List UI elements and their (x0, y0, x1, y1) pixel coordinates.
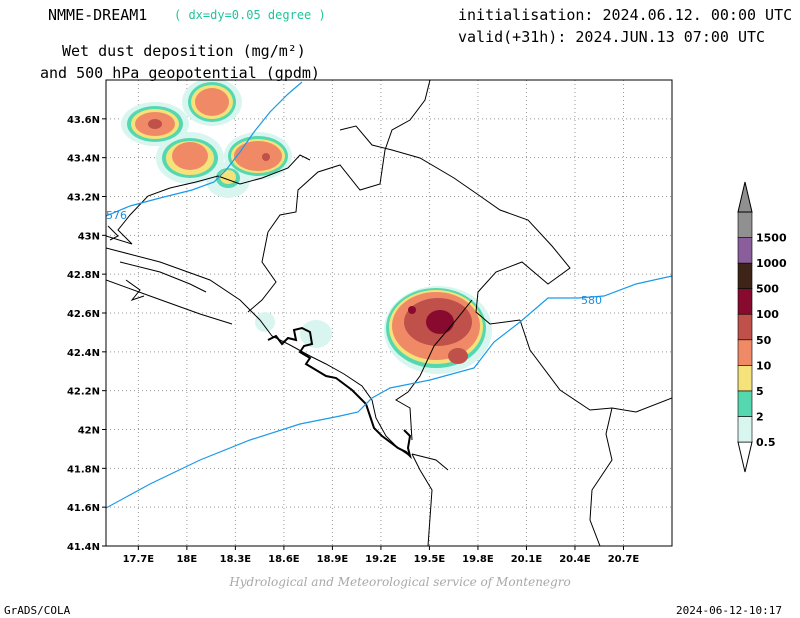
render-timestamp: 2024-06-12-10:17 (676, 604, 782, 617)
legend-swatch (737, 390, 753, 417)
legend-level-label: 5 (756, 385, 764, 398)
lat-tick-label: 43.4N (67, 154, 100, 165)
border-line (519, 319, 672, 413)
contour-576 (106, 81, 303, 217)
lon-tick-label: 18.9E (317, 554, 349, 565)
border-line (589, 407, 613, 546)
lon-tick-label: 17.7E (123, 554, 155, 565)
model-name: NMME-DREAM1 (48, 6, 148, 24)
contour-580 (106, 275, 672, 509)
legend-level-label: 0.5 (756, 436, 776, 449)
coastline (125, 279, 145, 302)
software-label: GrADS/COLA (4, 604, 71, 617)
lat-tick-label: 42.6N (67, 309, 100, 320)
coastlines-and-borders (106, 80, 672, 546)
lon-tick-label: 20.7E (608, 554, 640, 565)
dust-blob-northwest (121, 80, 292, 198)
lat-tick-label: 41.6N (67, 503, 100, 514)
lat-tick-label: 42.4N (67, 348, 100, 359)
contour-label-580: 580 (581, 294, 602, 307)
lat-tick-label: 42N (78, 426, 100, 437)
border-line (339, 125, 571, 325)
lat-tick-label: 41.8N (67, 464, 100, 475)
dust-patch-small (255, 312, 275, 332)
lat-tick-label: 43.2N (67, 193, 100, 204)
legend-level-label: 10 (756, 359, 772, 372)
axis-labels: 17.7E 18E 18.3E 18.6E 18.9E 19.2E 19.5E 19.8E 20… (67, 115, 639, 565)
coastline (106, 279, 233, 325)
credit-text: Hydrological and Meteorological service … (229, 575, 571, 589)
lon-tick-label: 19.2E (365, 554, 397, 565)
lon-tick-label: 20.1E (511, 554, 543, 565)
geopotential-contours (106, 81, 672, 509)
legend-lower-arrow (737, 441, 753, 473)
dust-blob-southeast (384, 286, 492, 374)
initialisation-time: initialisation: 2024.06.12. 00:00 UTC (458, 6, 793, 24)
border-line (267, 80, 431, 233)
coastline (106, 247, 411, 457)
legend-swatch (737, 288, 753, 315)
legend-swatch (737, 262, 753, 289)
lon-tick-label: 18.3E (220, 554, 252, 565)
lon-tick-label: 19.8E (462, 554, 494, 565)
lat-tick-label: 42.8N (67, 270, 100, 281)
dust-deposition-field (121, 80, 492, 374)
coastline (107, 225, 119, 241)
lon-tick-label: 19.5E (414, 554, 446, 565)
coastline-montenegro (267, 326, 412, 460)
border-line (411, 453, 449, 471)
lat-tick-label: 43N (78, 231, 100, 242)
legend-level-label: 100 (756, 308, 779, 321)
border-line (395, 299, 473, 441)
legend-swatch (737, 313, 753, 341)
valid-time: valid(+31h): 2024.JUN.13 07:00 UTC (458, 28, 766, 46)
map-title-line1: Wet dust deposition (mg/m²) (62, 42, 306, 60)
legend-swatch (737, 339, 753, 366)
legend-swatch (737, 416, 753, 443)
lat-tick-label: 43.6N (67, 115, 100, 126)
color-legend: 0.5 2 5 10 50 100 500 1000 1500 (737, 181, 787, 473)
legend-level-label: 50 (756, 334, 772, 347)
legend-level-label: 1000 (756, 257, 787, 270)
legend-swatch (737, 211, 753, 238)
lat-tick-label: 42.2N (67, 387, 100, 398)
border-line (106, 154, 311, 245)
legend-level-label: 2 (756, 410, 764, 423)
legend-swatch (737, 365, 753, 392)
legend-swatch (737, 237, 753, 264)
lon-tick-label: 20.4E (559, 554, 591, 565)
contour-label-576: 576 (106, 209, 127, 222)
coastline (267, 326, 412, 460)
border-line (247, 231, 277, 313)
map-title-line2: and 500 hPa geopotential (gpdm) (40, 64, 320, 82)
dust-patch-small (300, 320, 332, 348)
lat-tick-label: 41.4N (67, 542, 100, 553)
legend-level-label: 1500 (756, 232, 787, 245)
border-line (411, 453, 433, 546)
lon-tick-label: 18E (176, 554, 197, 565)
legend-upper-arrow (737, 181, 753, 213)
grid-resolution-note: ( dx=dy=0.05 degree ) (174, 8, 326, 22)
legend-level-label: 500 (756, 283, 779, 296)
coastline (119, 261, 207, 293)
lon-tick-label: 18.6E (268, 554, 300, 565)
